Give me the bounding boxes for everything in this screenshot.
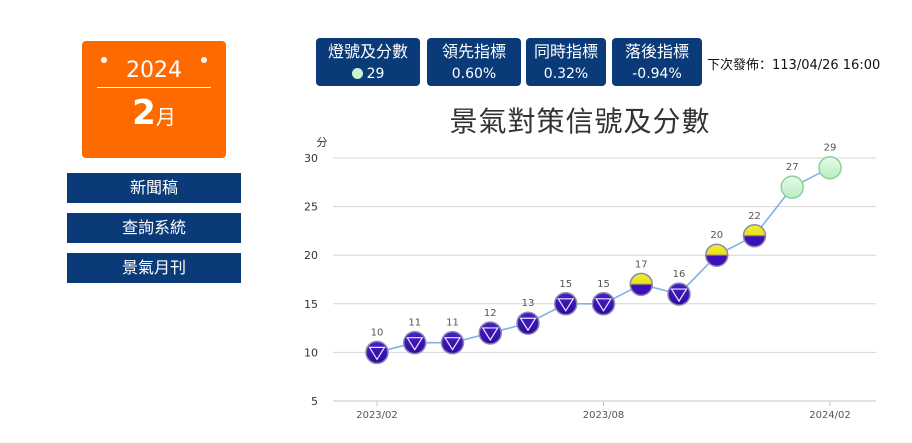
coincident-index-card[interactable]: 同時指標 0.32%: [526, 38, 606, 86]
data-label: 20: [710, 230, 723, 241]
y-axis-label: 分: [317, 136, 328, 149]
y-tick-label: 30: [304, 152, 318, 165]
signal-score-value-row: 29: [316, 65, 420, 83]
calendar-divider: [97, 87, 211, 88]
data-label: 11: [408, 318, 421, 329]
data-label: 10: [371, 327, 384, 338]
y-tick-label: 25: [304, 201, 318, 214]
calendar-month: 2月: [82, 93, 226, 139]
monthly-report-button[interactable]: 景氣月刊: [67, 253, 241, 283]
coincident-index-value: 0.32%: [543, 66, 589, 82]
lagging-index-value: -0.94%: [632, 66, 682, 82]
calendar-month-number: 2: [132, 93, 156, 133]
data-label: 29: [824, 143, 837, 154]
down-triangle-icon: [557, 298, 575, 312]
x-tick-label: 2024/02: [809, 410, 851, 421]
down-triangle-icon: [594, 298, 613, 312]
down-triangle-icon: [368, 346, 386, 361]
calendar-month-unit: 月: [155, 105, 176, 129]
y-tick-label: 5: [311, 395, 318, 408]
data-label: 12: [484, 308, 497, 319]
signal-score-card[interactable]: 燈號及分數 29: [316, 38, 420, 86]
data-label: 15: [597, 279, 610, 290]
down-triangle-icon: [406, 337, 424, 351]
data-label: 13: [522, 298, 535, 309]
lagging-index-title: 落後指標: [624, 42, 689, 61]
down-triangle-icon: [519, 317, 537, 332]
data-label: 22: [748, 211, 761, 222]
y-tick-label: 10: [304, 346, 318, 359]
data-label: 16: [673, 269, 686, 280]
data-label: 27: [786, 162, 799, 173]
down-triangle-icon: [443, 337, 462, 351]
period-calendar: 2024 2月: [82, 41, 226, 158]
press-release-button[interactable]: 新聞稿: [67, 173, 241, 203]
query-system-button[interactable]: 查詢系統: [67, 213, 241, 243]
data-label: 11: [446, 318, 459, 329]
data-label: 15: [559, 279, 572, 290]
data-label: 17: [635, 259, 648, 270]
data-point-yellow-blue: [629, 272, 653, 297]
lagging-index-card[interactable]: 落後指標 -0.94%: [612, 38, 702, 86]
leading-index-value: 0.60%: [451, 66, 497, 82]
coincident-index-title: 同時指標: [533, 42, 598, 61]
series-line: [376, 166, 831, 354]
leading-index-title: 領先指標: [441, 42, 506, 61]
y-tick-label: 20: [304, 249, 318, 262]
leading-index-card[interactable]: 領先指標 0.60%: [427, 38, 521, 86]
signal-score-value: 29: [366, 66, 385, 82]
down-triangle-icon: [481, 327, 499, 342]
calendar-year: 2024: [126, 58, 182, 83]
chart-title: 景氣對策信號及分數: [449, 105, 711, 138]
green-light-icon: [351, 68, 363, 79]
calendar-ring-dot: [201, 57, 207, 63]
calendar-ring-dot: [101, 57, 107, 63]
next-release-text: 下次發佈：113/04/26 16:00: [707, 58, 881, 73]
data-point-green: [818, 155, 842, 180]
x-tick-label: 2023/02: [356, 410, 398, 421]
y-tick-label: 15: [304, 298, 318, 311]
signal-score-title: 燈號及分數: [327, 42, 408, 61]
data-point-yellow-blue: [705, 243, 729, 267]
down-triangle-icon: [670, 288, 688, 303]
x-tick-label: 2023/08: [583, 410, 625, 421]
data-point-yellow-blue: [742, 224, 767, 248]
data-point-green: [780, 175, 804, 199]
